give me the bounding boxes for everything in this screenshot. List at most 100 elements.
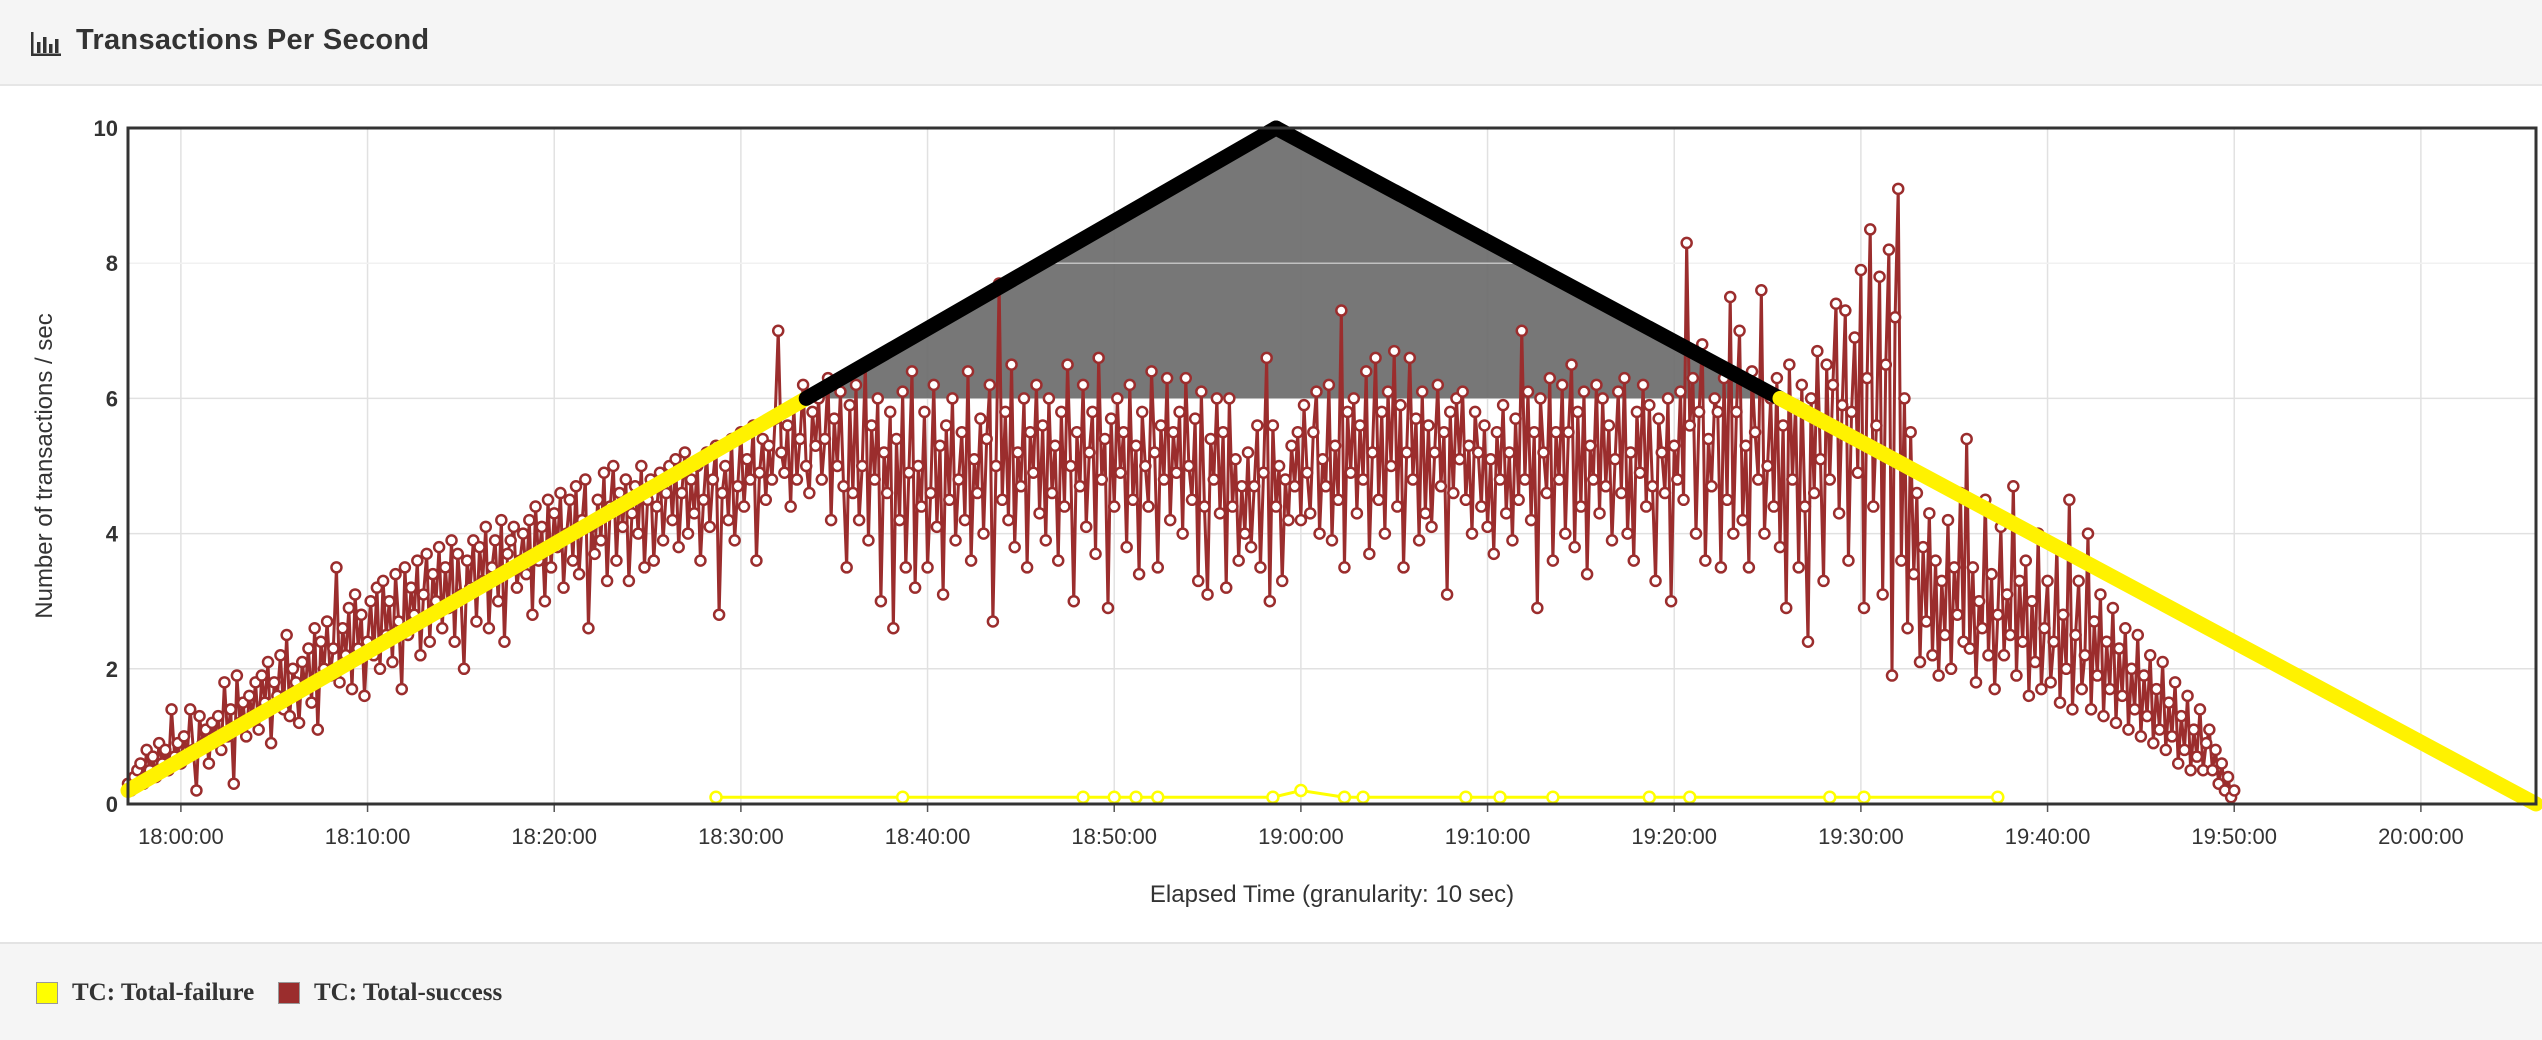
success-point	[1521, 385, 1535, 398]
success-point	[1823, 473, 1837, 486]
success-point	[1692, 405, 1706, 419]
success-point	[796, 378, 810, 392]
success-point	[650, 500, 664, 513]
success-point	[1537, 446, 1550, 459]
success-point	[1966, 561, 1980, 574]
success-point	[1114, 466, 1127, 480]
success-point	[1428, 446, 1441, 459]
success-point	[2147, 736, 2160, 750]
success-point	[1783, 358, 1796, 371]
success-point	[1307, 425, 1320, 439]
success-point	[1422, 419, 1435, 432]
success-point	[1907, 567, 1921, 581]
failure-point	[1683, 790, 1697, 804]
success-point	[1608, 452, 1622, 466]
success-point	[134, 757, 147, 770]
success-point	[1602, 419, 1616, 432]
success-point	[1898, 392, 1911, 405]
success-point	[2115, 689, 2129, 703]
success-point	[479, 520, 493, 534]
success-point	[1583, 439, 1597, 452]
success-point	[610, 554, 623, 567]
success-point	[1459, 493, 1473, 507]
success-point	[597, 466, 611, 480]
success-point	[958, 513, 972, 527]
success-point	[320, 615, 334, 628]
success-point	[1770, 371, 1784, 385]
success-point	[1247, 480, 1261, 493]
failure-point	[1493, 790, 1507, 804]
success-point	[1870, 419, 1883, 432]
success-point	[1275, 574, 1289, 588]
success-point	[1621, 527, 1634, 540]
success-point	[311, 723, 325, 736]
success-point	[1347, 392, 1361, 405]
success-point	[784, 500, 797, 513]
success-point	[899, 561, 913, 574]
success-point	[1207, 473, 1221, 486]
success-point	[2069, 628, 2082, 642]
success-point	[1412, 534, 1426, 547]
success-point	[1204, 432, 1217, 446]
success-point	[1835, 398, 1849, 412]
success-point	[1795, 378, 1809, 392]
success-point	[1328, 439, 1342, 452]
success-point	[1543, 371, 1557, 385]
success-point	[1487, 547, 1501, 561]
success-point	[1571, 405, 1585, 419]
success-point	[544, 561, 558, 574]
success-point	[386, 655, 399, 669]
success-point	[1826, 378, 1840, 392]
success-point	[1042, 392, 1056, 405]
success-point	[1929, 554, 1942, 567]
success-point	[2028, 655, 2042, 669]
success-point	[554, 486, 567, 500]
success-point	[1369, 351, 1382, 365]
success-point	[376, 574, 390, 588]
success-point	[1845, 405, 1858, 419]
success-point	[2063, 493, 2076, 507]
success-point	[2119, 621, 2132, 635]
success-point	[1163, 513, 1177, 527]
success-point	[1503, 446, 1516, 459]
success-point	[1375, 405, 1389, 419]
success-point	[1549, 425, 1563, 439]
success-point	[327, 642, 340, 655]
success-point	[563, 493, 577, 507]
success-point	[697, 493, 710, 507]
success-point	[1938, 628, 1952, 642]
success-point	[1039, 534, 1053, 547]
success-point	[719, 459, 732, 473]
success-point	[1325, 534, 1339, 547]
failure-point	[1337, 790, 1352, 804]
success-point	[712, 608, 726, 621]
success-point	[2084, 703, 2098, 716]
success-point	[1179, 371, 1193, 385]
success-point	[1742, 561, 1756, 574]
success-point	[933, 439, 947, 452]
success-point	[1490, 425, 1504, 439]
success-point	[852, 513, 866, 527]
success-point	[1431, 378, 1445, 392]
success-point	[843, 398, 857, 412]
success-point	[2203, 723, 2216, 736]
legend-item-failure[interactable]: TC: Total-failure	[36, 978, 254, 1008]
legend-item-success[interactable]: TC: Total-success	[278, 978, 502, 1008]
success-point	[2091, 669, 2104, 682]
success-point	[793, 432, 807, 446]
success-point	[874, 594, 888, 608]
success-point	[1997, 649, 2011, 662]
success-point	[1045, 486, 1059, 500]
success-point	[1425, 520, 1438, 534]
success-point	[295, 655, 309, 669]
success-point	[566, 554, 580, 567]
success-point	[1988, 682, 2001, 696]
success-point	[803, 486, 816, 500]
success-point	[1982, 649, 1995, 662]
success-point	[1238, 527, 1252, 540]
series-layer	[121, 182, 2241, 804]
success-point	[883, 405, 897, 419]
success-point	[507, 520, 521, 534]
success-point	[824, 513, 838, 527]
success-point	[1596, 392, 1609, 405]
